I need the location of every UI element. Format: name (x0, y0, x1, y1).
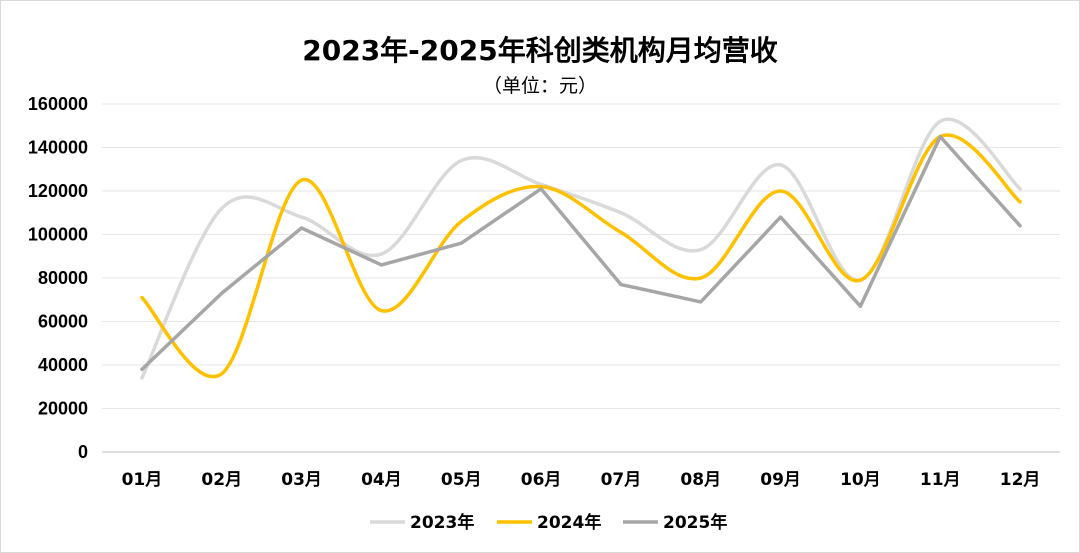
y-tick-label: 40000 (38, 355, 88, 375)
y-tick-label: 100000 (28, 225, 88, 245)
x-tick-label: 03月 (281, 470, 322, 490)
chart-title: 2023年-2025年科创类机构月均营收 (302, 34, 777, 67)
x-tick-label: 04月 (361, 470, 402, 490)
y-tick-label: 160000 (28, 94, 88, 114)
x-tick-label: 05月 (441, 470, 482, 490)
y-axis-ticks: 0 20000 40000 60000 80000 100000 120000 140000 1… (28, 94, 88, 462)
legend-label: 2023年 (410, 512, 474, 533)
y-tick-label: 20000 (38, 399, 88, 419)
y-tick-label: 140000 (28, 138, 88, 158)
x-tick-label: 06月 (521, 470, 562, 490)
x-tick-label: 01月 (122, 470, 163, 490)
series-line-2024年 (140, 133, 1022, 379)
legend: 2023年 2024年 2025年 (370, 512, 727, 533)
grid-lines (102, 103, 1060, 453)
y-tick-label: 120000 (28, 181, 88, 201)
x-tick-label: 12月 (1000, 470, 1041, 490)
y-tick-label: 80000 (38, 268, 88, 288)
x-tick-label: 08月 (680, 470, 721, 490)
series-line-2025年 (140, 134, 1022, 372)
legend-label: 2024年 (537, 512, 601, 533)
x-tick-label: 11月 (920, 470, 961, 490)
x-axis-ticks: 01月 02月 03月 04月 05月 06月 07月 08月 09月 10月 11月 12月 (122, 470, 1041, 490)
x-tick-label: 09月 (760, 470, 801, 490)
chart-subtitle: （单位：元） (483, 75, 597, 97)
series-lines (140, 117, 1022, 380)
x-tick-label: 02月 (201, 470, 242, 490)
x-tick-label: 07月 (601, 470, 642, 490)
y-tick-label: 60000 (38, 312, 88, 332)
legend-label: 2025年 (663, 512, 727, 533)
x-tick-label: 10月 (840, 470, 881, 490)
y-tick-label: 0 (78, 442, 88, 462)
